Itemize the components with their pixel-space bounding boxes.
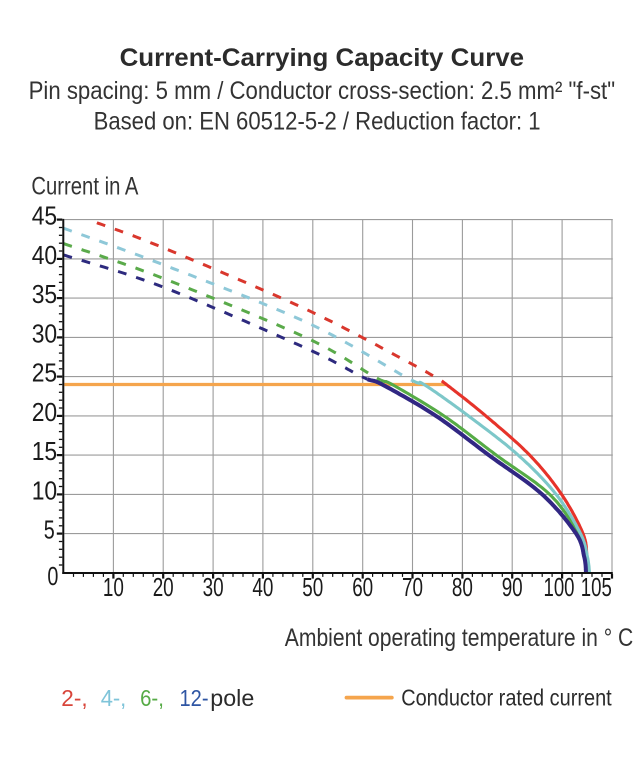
svg-text:25: 25 (32, 360, 58, 388)
svg-text:Current-Carrying Capacity Curv: Current-Carrying Capacity Curve (120, 44, 525, 72)
svg-text:40: 40 (32, 242, 58, 270)
svg-text:6-,: 6-, (140, 685, 164, 711)
svg-text:90: 90 (502, 574, 523, 602)
svg-text:105: 105 (581, 574, 612, 602)
svg-text:10: 10 (103, 574, 124, 602)
svg-text:45: 45 (32, 203, 58, 231)
svg-text:Ambient operating temperature: Ambient operating temperature in ° C (285, 624, 634, 652)
svg-text:100: 100 (544, 574, 575, 602)
svg-text:Conductor rated current: Conductor rated current (401, 685, 612, 711)
svg-text:70: 70 (402, 574, 423, 602)
svg-text:30: 30 (203, 574, 224, 602)
svg-text:5: 5 (44, 517, 55, 545)
svg-text:20: 20 (153, 574, 174, 602)
svg-text:Pin spacing: 5 mm / Conductor: Pin spacing: 5 mm / Conductor cross-sect… (29, 77, 616, 105)
svg-text:Current in A: Current in A (31, 172, 138, 200)
svg-text:12-: 12- (180, 685, 209, 711)
svg-text:60: 60 (352, 574, 373, 602)
svg-text:2-,: 2-, (61, 685, 87, 711)
svg-text:40: 40 (252, 574, 273, 602)
svg-text:50: 50 (302, 574, 323, 602)
svg-text:80: 80 (452, 574, 473, 602)
svg-text:20: 20 (32, 399, 58, 427)
svg-text:35: 35 (32, 281, 58, 309)
svg-text:30: 30 (32, 321, 58, 349)
svg-text:pole: pole (210, 685, 254, 711)
svg-text:10: 10 (32, 478, 58, 506)
svg-text:4-,: 4-, (101, 685, 127, 711)
svg-text:Based on: EN 60512-5-2 / Reduc: Based on: EN 60512-5-2 / Reduction facto… (94, 108, 541, 136)
svg-text:15: 15 (32, 438, 58, 466)
svg-text:0: 0 (47, 563, 58, 591)
